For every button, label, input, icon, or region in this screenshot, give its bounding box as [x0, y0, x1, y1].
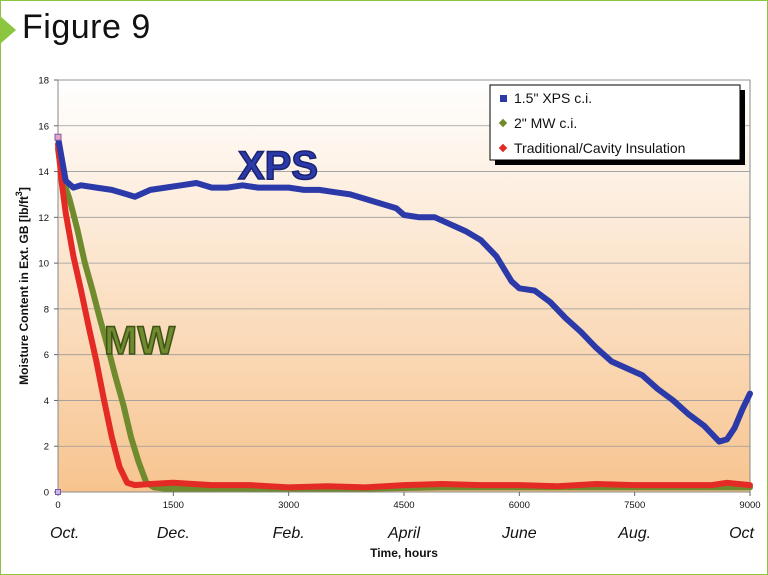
y-axis-label-sup: 3 — [14, 191, 24, 196]
y-tick-label: 2 — [44, 442, 49, 453]
x-tick-label: 1500 — [163, 500, 184, 511]
y-tick-label: 12 — [38, 213, 49, 224]
month-labels: Oct. Dec. Feb. April June Aug. Oct — [50, 525, 755, 542]
series-line-xps — [55, 134, 753, 445]
y-axis-label: Moisture Content in Ext. GB [lb/ft3] — [14, 187, 31, 385]
legend-marker-mw — [498, 118, 508, 128]
y-tick-label: 6 — [44, 350, 49, 361]
mw-annotation: MW — [104, 319, 175, 363]
month-label: Aug. — [617, 525, 651, 542]
legend-marker-trad — [498, 143, 508, 153]
y-tick-label: 10 — [38, 259, 49, 270]
month-label: Dec. — [157, 525, 190, 542]
xps-annotation: XPS — [238, 144, 318, 188]
legend-label-mw: 2" MW c.i. — [514, 115, 577, 131]
month-label: Feb. — [273, 525, 305, 542]
y-axis-label-main: Moisture Content in Ext. GB [lb/ft — [17, 196, 31, 385]
month-label: Oct. — [50, 525, 79, 542]
month-label: June — [501, 525, 537, 542]
month-label: Oct — [729, 525, 754, 542]
legend-marker-xps — [500, 95, 507, 102]
series-line-trad — [55, 141, 753, 491]
y-tick-labels: 0 2 4 6 8 10 12 14 16 18 — [38, 76, 58, 499]
x-axis-label: Time, hours — [370, 546, 438, 560]
legend: 1.5" XPS c.i. 2" MW c.i. Traditional/Cav… — [489, 84, 745, 165]
x-tick-label: 4500 — [393, 500, 414, 511]
x-tick-labels: 0 1500 3000 4500 6000 7500 9000 — [55, 492, 761, 511]
series-start-marker — [54, 133, 62, 141]
x-tick-label: 6000 — [509, 500, 530, 511]
data-series — [54, 133, 753, 495]
x-tick-label: 0 — [55, 500, 60, 511]
month-label: April — [387, 525, 420, 542]
y-tick-label: 14 — [38, 167, 49, 178]
x-tick-label: 9000 — [739, 500, 760, 511]
series-origin-marker — [55, 489, 61, 495]
legend-label-xps: 1.5" XPS c.i. — [514, 90, 592, 106]
y-tick-label: 8 — [44, 304, 49, 315]
figure-arrow-icon — [0, 16, 16, 44]
x-tick-label: 7500 — [624, 500, 645, 511]
legend-label-trad: Traditional/Cavity Insulation — [514, 140, 685, 156]
x-tick-label: 3000 — [278, 500, 299, 511]
y-axis-label-close: ] — [17, 187, 31, 191]
y-tick-label: 4 — [44, 396, 49, 407]
figure-title: Figure 9 — [22, 8, 151, 46]
y-tick-label: 18 — [38, 76, 49, 87]
y-tick-label: 16 — [38, 121, 49, 132]
legend-box — [489, 84, 741, 161]
y-tick-label: 0 — [44, 488, 49, 499]
